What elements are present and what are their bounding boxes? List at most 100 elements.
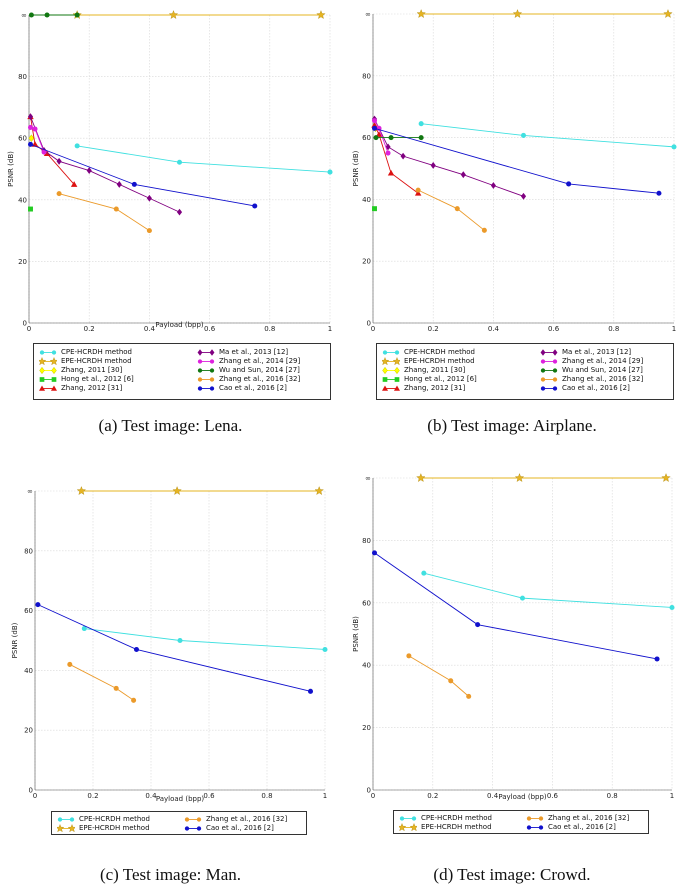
airplane-legend-swatch — [382, 385, 400, 391]
crowd-series-zhang-et-al-2016-32 — [406, 653, 472, 699]
airplane-series-ma-et-al-2013-12-point — [490, 182, 496, 189]
lena-y-tick-label: 40 — [18, 196, 27, 204]
crowd-y-tick-label: 60 — [362, 599, 371, 607]
lena-legend-entry: EPE-HCRDH method — [39, 357, 134, 366]
man-series-cpe-hcrdh-method-point — [177, 637, 183, 644]
airplane-y-tick-label: 60 — [362, 134, 371, 142]
lena-series-zhang-2011-30-point — [28, 134, 35, 143]
airplane-x-tick-label: 0.2 — [428, 325, 439, 333]
lena-legend-swatch — [197, 386, 215, 391]
lena-x-tick-label: 1 — [328, 325, 332, 333]
man-y-tick-label: 40 — [24, 667, 33, 675]
lena-series-cpe-hcrdh-method — [74, 143, 333, 175]
crowd-x-axis-label: Payload (bpp) — [498, 793, 547, 801]
crowd-x-tick-label: 0.8 — [607, 792, 618, 800]
lena-legend-marker — [197, 349, 203, 356]
lena-legend-label: EPE-HCRDH method — [61, 357, 132, 365]
lena-legend-label: Hong et al., 2012 [6] — [61, 375, 134, 383]
airplane-y-tick-label: 40 — [362, 196, 371, 204]
lena-legend-label: Zhang et al., 2014 [29] — [219, 357, 301, 365]
chart-caption-lena: (a) Test image: Lena. — [98, 416, 243, 435]
airplane-legend-label: Wu and Sun, 2014 [27] — [562, 366, 643, 374]
man-legend-label: Zhang et al., 2016 [32] — [206, 815, 288, 823]
chart-plot-airplane: 0 0.2 0.4 0.6 0.8 1 0 20 40 60 80 ∞ PSNR (dB) — [352, 9, 677, 333]
airplane-y-axis-label: PSNR (dB) — [352, 150, 360, 186]
airplane-series-cpe-hcrdh-method-point — [418, 121, 424, 127]
man-series-cpe-hcrdh-method — [81, 626, 328, 652]
lena-series-zhang-et-al-2016-32-line — [58, 193, 150, 231]
lena-legend-swatch — [39, 357, 57, 366]
man-series-cao-et-al-2016-2 — [35, 602, 314, 694]
airplane-legend-label: Zhang et al., 2014 [29] — [562, 357, 644, 365]
airplane-legend-marker — [540, 349, 546, 356]
man-series-epe-hcrdh-method-point — [76, 486, 87, 496]
lena-series-zhang-et-al-2014-29-point — [41, 149, 47, 155]
airplane-series-zhang-2012-31 — [371, 122, 422, 196]
man-series-cao-et-al-2016-2-point — [35, 602, 41, 608]
airplane-legend-swatch — [540, 377, 558, 382]
airplane-legend-marker — [540, 377, 546, 382]
chart-legend-man: CPE-HCRDH method EPE-HCRDH method Zhang e… — [51, 811, 307, 835]
man-series-cpe-hcrdh-method-point — [322, 646, 328, 652]
airplane-series-cpe-hcrdh-method-line — [421, 123, 675, 148]
crowd-x-tick-label: 0.6 — [547, 792, 559, 800]
airplane-legend-entry: Cao et al., 2016 [2] — [540, 384, 643, 393]
crowd-series-cpe-hcrdh-method-line — [423, 572, 673, 608]
lena-series-zhang-et-al-2014-29 — [27, 124, 47, 155]
man-legend-entry: CPE-HCRDH method — [57, 815, 150, 824]
lena-series-zhang-et-al-2016-32 — [56, 191, 152, 234]
lena-legend-label: Wu and Sun, 2014 [27] — [219, 366, 300, 374]
man-legend-label: Cao et al., 2016 [2] — [206, 824, 274, 832]
crowd-legend-label: CPE-HCRDH method — [421, 814, 492, 822]
crowd-legend-swatch — [399, 823, 417, 832]
crowd-x-tick-label: 0.4 — [487, 792, 499, 800]
airplane-legend-label: Zhang et al., 2016 [32] — [562, 375, 644, 383]
airplane-series-wu-and-sun-2014-27-point — [373, 135, 379, 141]
airplane-series-ma-et-al-2013-12-point — [400, 152, 406, 160]
man-series-zhang-et-al-2016-32-point — [67, 661, 73, 667]
airplane-series-zhang-et-al-2016-32-point — [481, 227, 487, 233]
airplane-series-zhang-2012-31-line — [374, 125, 419, 194]
man-legend-marker — [57, 817, 63, 822]
airplane-series-ma-et-al-2013-12-point — [520, 192, 527, 200]
airplane-legend-entry: Zhang et al., 2014 [29] — [540, 357, 643, 366]
crowd-legend-swatch — [526, 825, 544, 830]
lena-legend-swatch — [197, 349, 215, 356]
lena-series-wu-and-sun-2014-27-point — [28, 12, 34, 18]
lena-x-tick-label: 0.4 — [144, 325, 156, 333]
chart-plot-man: 0 0.2 0.4 0.6 0.8 1 0 20 40 60 80 ∞ Payload (bpp) PSN… — [11, 486, 328, 803]
airplane-legend-entry: Hong et al., 2012 [6] — [382, 375, 477, 384]
man-x-axis-label: Payload (bpp) — [156, 795, 205, 803]
crowd-legend-entry: Cao et al., 2016 [2] — [526, 823, 629, 832]
airplane-series-epe-hcrdh-method-point — [663, 9, 673, 19]
lena-legend-swatch — [197, 359, 215, 364]
crowd-legend-marker — [526, 816, 532, 821]
lena-legend-entry: Cao et al., 2016 [2] — [197, 384, 300, 393]
lena-legend-entry: Ma et al., 2013 [12] — [197, 348, 300, 357]
man-x-tick-label: 0 — [33, 792, 37, 800]
airplane-x-tick-label: 0 — [371, 325, 375, 333]
lena-legend-label: Zhang et al., 2016 [32] — [219, 375, 301, 383]
airplane-series-zhang-2012-31-point — [414, 189, 422, 196]
lena-y-tick-label: ∞ — [21, 12, 27, 20]
chart-panel-crowd: 0 0.2 0.4 0.6 0.8 1 0 20 40 60 80 ∞ Payload (bpp) PSN… — [341, 445, 683, 891]
crowd-x-tick-label: 0 — [371, 792, 375, 800]
lena-legend-swatch — [39, 350, 57, 355]
lena-y-axis-label: PSNR (dB) — [7, 151, 15, 187]
crowd-y-tick-label: 0 — [367, 787, 371, 795]
lena-series-cpe-hcrdh-method-point — [176, 159, 183, 165]
airplane-series-zhang-et-al-2014-29-point — [385, 150, 391, 156]
airplane-legend-marker — [382, 366, 388, 375]
lena-legend-swatch — [39, 385, 57, 391]
lena-legend-entry: Zhang, 2011 [30] — [39, 366, 134, 375]
lena-legend-entry: Zhang et al., 2014 [29] — [197, 357, 300, 366]
lena-series-ma-et-al-2013-12-point — [116, 180, 122, 188]
lena-legend-label: Zhang, 2011 [30] — [61, 366, 123, 374]
lena-legend-entry: Hong et al., 2012 [6] — [39, 375, 134, 384]
crowd-series-cpe-hcrdh-method — [421, 570, 675, 610]
crowd-series-cao-et-al-2016-2-line — [374, 552, 658, 660]
airplane-series-zhang-2012-31-point — [371, 122, 378, 128]
man-legend-marker — [69, 817, 75, 822]
airplane-legend-entry: Zhang et al., 2016 [32] — [540, 375, 643, 384]
crowd-series-epe-hcrdh-method-point — [416, 473, 426, 483]
